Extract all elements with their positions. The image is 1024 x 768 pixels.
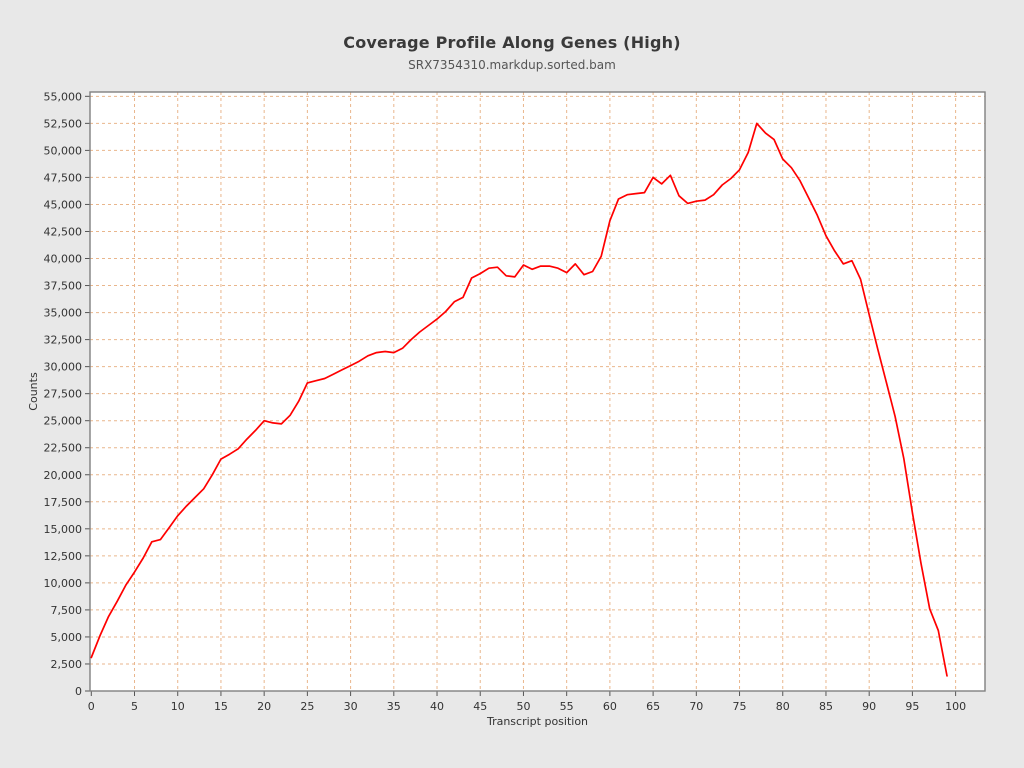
x-axis-label: Transcript position xyxy=(486,715,588,728)
x-tick-label: 90 xyxy=(862,700,876,713)
y-tick-label: 5,000 xyxy=(51,631,83,644)
y-tick-label: 45,000 xyxy=(44,198,83,211)
y-tick-label: 22,500 xyxy=(44,442,83,455)
plot-area xyxy=(90,92,985,691)
x-tick-label: 50 xyxy=(516,700,530,713)
y-tick-label: 42,500 xyxy=(44,225,83,238)
y-tick-label: 20,000 xyxy=(44,469,83,482)
y-tick-label: 30,000 xyxy=(44,361,83,374)
x-tick-label: 80 xyxy=(776,700,790,713)
y-tick-label: 35,000 xyxy=(44,307,83,320)
x-tick-label: 40 xyxy=(430,700,444,713)
y-tick-label: 55,000 xyxy=(44,90,83,103)
x-tick-label: 100 xyxy=(945,700,966,713)
x-tick-label: 65 xyxy=(646,700,660,713)
y-tick-label: 17,500 xyxy=(44,496,83,509)
x-tick-label: 60 xyxy=(603,700,617,713)
x-tick-label: 30 xyxy=(344,700,358,713)
plot-frame xyxy=(89,91,986,692)
x-tick-label: 85 xyxy=(819,700,833,713)
x-tick-label: 5 xyxy=(131,700,138,713)
y-tick-label: 37,500 xyxy=(44,280,83,293)
x-tick-label: 45 xyxy=(473,700,487,713)
y-tick-label: 2,500 xyxy=(51,658,83,671)
x-tick-label: 95 xyxy=(905,700,919,713)
y-tick-label: 40,000 xyxy=(44,253,83,266)
chart-title: Coverage Profile Along Genes (High) xyxy=(343,33,681,52)
x-tick-label: 55 xyxy=(560,700,574,713)
y-tick-label: 25,000 xyxy=(44,415,83,428)
axis-tick-labels: 0 2,500 5,000 7,500 10,000 12,500 15,000 17,500… xyxy=(44,90,967,713)
x-tick-label: 10 xyxy=(171,700,185,713)
x-tick-label: 35 xyxy=(387,700,401,713)
y-tick-label: 7,500 xyxy=(51,604,83,617)
y-axis-label: Counts xyxy=(27,372,40,411)
x-tick-label: 15 xyxy=(214,700,228,713)
chart-subtitle: SRX7354310.markdup.sorted.bam xyxy=(408,58,616,72)
y-tick-label: 15,000 xyxy=(44,523,83,536)
y-tick-label: 0 xyxy=(75,685,82,698)
y-tick-label: 12,500 xyxy=(44,550,83,563)
x-tick-label: 75 xyxy=(733,700,747,713)
gridlines xyxy=(90,92,985,691)
y-tick-label: 50,000 xyxy=(44,144,83,157)
y-tick-label: 10,000 xyxy=(44,577,83,590)
y-tick-label: 47,500 xyxy=(44,171,83,184)
x-tick-label: 20 xyxy=(257,700,271,713)
y-tick-label: 32,500 xyxy=(44,334,83,347)
axis-ticks xyxy=(85,95,957,696)
y-tick-label: 52,500 xyxy=(44,117,83,130)
x-tick-label: 25 xyxy=(300,700,314,713)
x-tick-label: 70 xyxy=(689,700,703,713)
coverage-line xyxy=(90,122,948,677)
y-tick-label: 27,500 xyxy=(44,388,83,401)
x-tick-label: 0 xyxy=(88,700,95,713)
